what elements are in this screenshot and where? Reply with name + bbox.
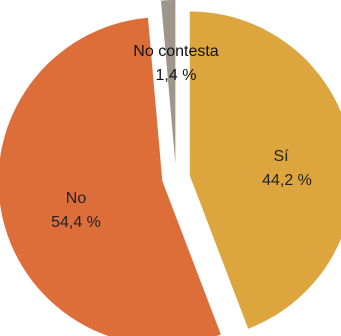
label-no-name: No bbox=[66, 190, 87, 207]
label-no-value: 54,4 % bbox=[51, 214, 101, 231]
label-si-name: Sí bbox=[273, 148, 289, 165]
slice-no bbox=[0, 17, 221, 336]
slice-no-contesta bbox=[160, 0, 176, 165]
label-no-contesta-name: No contesta bbox=[133, 43, 218, 60]
slice-label-no: No 54,4 % bbox=[51, 190, 101, 231]
label-no-contesta-value: 1,4 % bbox=[156, 67, 197, 84]
label-si-value: 44,2 % bbox=[262, 172, 312, 189]
slice-si bbox=[189, 11, 341, 329]
slice-label-no-contesta: No contesta 1,4 % bbox=[133, 43, 218, 84]
slice-label-si: Sí 44,2 % bbox=[262, 148, 312, 189]
